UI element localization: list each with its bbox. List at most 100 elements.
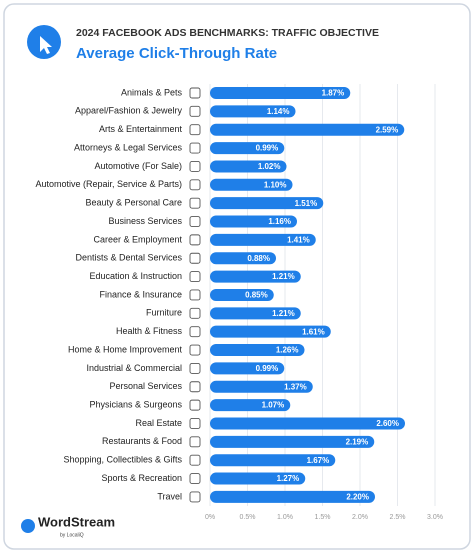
value-label: 0.88%	[247, 254, 270, 263]
category-label: Apparel/Fashion & Jewelry	[75, 106, 183, 116]
bar	[210, 344, 305, 357]
value-label: 1.21%	[272, 309, 295, 318]
brand: WordStream	[38, 514, 115, 529]
value-label: 1.26%	[276, 346, 299, 355]
bar	[210, 178, 293, 191]
value-label: 1.51%	[295, 199, 318, 208]
x-tick-label: 2.5%	[390, 514, 406, 521]
category-icon	[189, 271, 201, 283]
bar	[210, 472, 306, 485]
category-label: Automotive (Repair, Service & Parts)	[35, 179, 182, 189]
category-label: Travel	[157, 491, 182, 501]
category-icon	[189, 216, 201, 227]
category-icon	[189, 381, 201, 393]
value-label: 1.21%	[272, 272, 295, 281]
category-icon	[189, 197, 201, 209]
bar	[210, 197, 324, 210]
value-label: 0.85%	[245, 291, 268, 300]
category-label: Animals & Pets	[121, 87, 183, 97]
bar	[210, 123, 405, 136]
bar	[210, 252, 276, 265]
chart-title: Average Click-Through Rate	[76, 45, 277, 62]
value-label: 1.07%	[262, 401, 285, 410]
bar	[210, 417, 405, 430]
category-label: Restaurants & Food	[102, 436, 182, 446]
x-tick-label: 0%	[205, 514, 215, 521]
category-label: Industrial & Commercial	[86, 363, 182, 373]
bar	[210, 288, 274, 301]
bar	[210, 142, 285, 155]
category-label: Shopping, Collectibles & Gifts	[63, 455, 182, 465]
bar	[210, 325, 331, 338]
category-icon	[189, 179, 201, 191]
category-icon	[189, 454, 201, 466]
category-icon	[189, 362, 201, 374]
brand-sub: by LocaliQ	[60, 532, 84, 538]
value-label: 1.37%	[284, 382, 307, 391]
x-tick-label: 1.5%	[315, 514, 331, 521]
bar	[210, 490, 375, 503]
bar	[210, 270, 301, 283]
category-icon	[189, 160, 201, 172]
value-label: 0.99%	[256, 144, 279, 153]
category-label: Personal Services	[109, 381, 182, 391]
bar	[210, 399, 291, 412]
value-label: 1.87%	[322, 89, 345, 98]
value-label: 2.19%	[346, 437, 369, 446]
category-label: Real Estate	[135, 418, 182, 428]
category-icon	[189, 344, 201, 356]
category-icon	[189, 399, 201, 411]
value-label: 1.16%	[268, 217, 291, 226]
value-label: 1.41%	[287, 235, 310, 244]
category-label: Health & Fitness	[116, 326, 183, 336]
category-label: Business Services	[108, 216, 182, 226]
bar	[210, 215, 297, 228]
bar	[210, 105, 296, 118]
category-icon	[189, 473, 201, 485]
value-label: 1.14%	[267, 107, 290, 116]
x-tick-label: 3.0%	[427, 514, 443, 521]
x-tick-label: 0.5%	[240, 514, 256, 521]
category-label: Furniture	[146, 308, 182, 318]
category-icon	[189, 307, 201, 319]
value-label: 1.61%	[302, 327, 325, 336]
value-label: 2.20%	[346, 493, 369, 502]
category-icon	[189, 252, 201, 264]
category-icon	[189, 326, 201, 338]
category-icon	[189, 436, 201, 448]
value-label: 1.02%	[258, 162, 281, 171]
bar	[210, 362, 285, 375]
category-label: Career & Employment	[93, 234, 182, 244]
category-label: Home & Home Improvement	[68, 344, 183, 354]
bar	[210, 435, 375, 448]
category-icon	[189, 234, 201, 246]
value-label: 1.67%	[307, 456, 330, 465]
category-icon	[189, 491, 201, 503]
category-icon	[189, 105, 201, 117]
chart-subtitle: 2024 FACEBOOK ADS BENCHMARKS: TRAFFIC OB…	[76, 27, 379, 39]
x-tick-label: 2.0%	[352, 514, 368, 521]
bar	[210, 380, 313, 393]
category-label: Beauty & Personal Care	[85, 198, 182, 208]
logo-mark	[21, 519, 35, 533]
bar	[210, 160, 287, 173]
bar	[210, 87, 351, 99]
category-label: Attorneys & Legal Services	[74, 142, 183, 152]
category-label: Automotive (For Sale)	[94, 161, 182, 171]
category-label: Arts & Entertainment	[99, 124, 183, 134]
value-label: 1.27%	[277, 474, 300, 483]
category-icon	[189, 418, 201, 429]
value-label: 0.99%	[256, 364, 279, 373]
bar	[210, 307, 301, 320]
cursor-icon	[40, 36, 52, 54]
category-icon	[189, 289, 201, 301]
value-label: 2.59%	[376, 125, 399, 134]
category-label: Education & Instruction	[89, 271, 182, 281]
category-icon	[189, 142, 201, 154]
category-label: Finance & Insurance	[99, 289, 182, 299]
value-label: 2.60%	[376, 419, 399, 428]
category-icon	[189, 124, 201, 136]
bar	[210, 233, 316, 246]
category-icon	[189, 87, 201, 99]
category-label: Sports & Recreation	[101, 473, 182, 483]
